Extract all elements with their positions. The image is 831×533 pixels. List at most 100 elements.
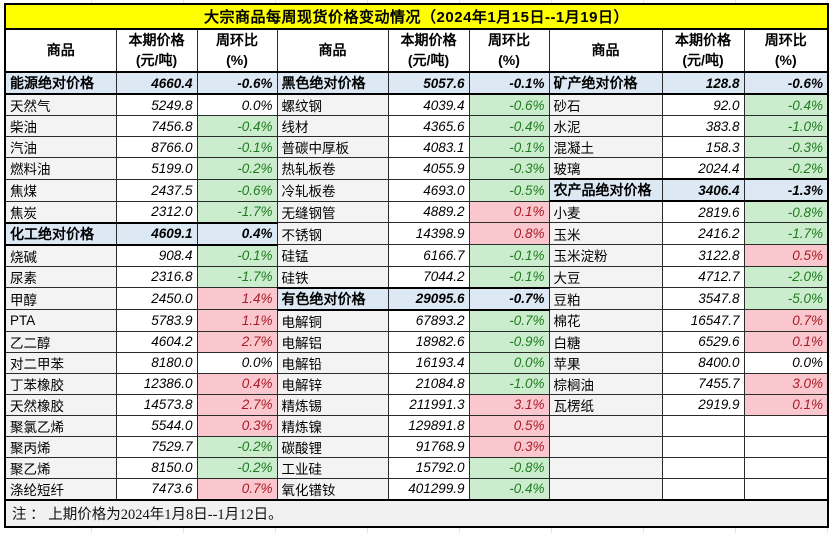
commodity-wow-cell: -0.1%	[468, 265, 550, 289]
commodity-price-cell: 5199.0	[115, 157, 198, 180]
footnote-row: 注 ： 上期价格为2024年1月8日--1月12日。	[4, 498, 829, 528]
commodity-wow-cell: -0.4%	[468, 477, 550, 501]
commodity-price-cell: 383.8	[661, 115, 745, 138]
commodity-price-cell: 7044.2	[387, 265, 470, 289]
commodity-name-cell	[548, 456, 663, 479]
header-wow-unit: (%)	[226, 51, 248, 68]
table-row: 能源绝对价格 4660.4 -0.6% 黑色绝对价格 5057.6 -0.1% …	[4, 71, 829, 96]
commodity-wow-cell: -0.1%	[196, 136, 278, 159]
commodity-price-cell: 6166.7	[387, 244, 470, 267]
commodity-name-cell: 丁苯橡胶	[4, 372, 117, 395]
commodity-wow-cell: -0.6%	[743, 71, 829, 96]
header-wow: 周环比 (%)	[743, 28, 829, 73]
table-row: 燃料油 5199.0 -0.2% 热轧板卷 4055.9 -0.3% 玻璃 20…	[4, 157, 829, 180]
commodity-name-cell: 化工绝对价格	[4, 221, 117, 246]
commodity-name-cell: PTA	[4, 309, 117, 332]
commodity-price-cell: 8400.0	[661, 351, 745, 374]
commodity-name-cell: 硅铁	[276, 265, 389, 289]
commodity-wow-cell: -0.7%	[468, 309, 550, 332]
header-wow-unit: (%)	[774, 51, 797, 68]
header-price-unit: (元/吨)	[135, 51, 178, 68]
commodity-wow-cell: 0.1%	[468, 200, 550, 224]
commodity-wow-cell: 0.0%	[468, 351, 550, 374]
commodity-name-cell: 精炼镍	[276, 414, 389, 437]
table-row: 聚丙烯 7529.7 -0.2% 碳酸锂 91768.9 0.3%	[4, 435, 829, 458]
commodity-wow-cell: 0.4%	[196, 372, 278, 395]
table-row: 化工绝对价格 4609.1 0.4% 不锈钢 14398.9 0.8% 玉米 2…	[4, 221, 829, 246]
commodity-name-cell: 聚氯乙烯	[4, 414, 117, 437]
commodity-wow-cell: -0.4%	[743, 93, 829, 117]
commodity-name-cell: 不锈钢	[276, 222, 389, 246]
table-row: 焦炭 2312.0 -1.7% 无缝钢管 4889.2 0.1% 小麦 2819…	[4, 200, 829, 224]
commodity-wow-cell: 2.7%	[196, 393, 278, 416]
commodity-price-cell: 8766.0	[115, 136, 198, 159]
commodity-name-cell: 焦炭	[4, 200, 117, 224]
commodity-price-cell: 16547.7	[661, 309, 745, 332]
commodity-name-cell: 农产品绝对价格	[548, 178, 663, 203]
commodity-price-cell: 2819.6	[661, 200, 745, 224]
commodity-name-cell: 聚乙烯	[4, 456, 117, 479]
commodity-price-cell: 21084.8	[387, 372, 470, 395]
commodity-name-cell: 柴油	[4, 115, 117, 138]
header-commodity: 商品	[4, 28, 117, 73]
commodity-price-cell: 908.4	[115, 244, 198, 267]
commodity-wow-cell: -0.4%	[196, 115, 278, 138]
commodity-wow-cell: -0.1%	[468, 244, 550, 267]
commodity-wow-cell	[743, 435, 829, 458]
table-row: 甲醇 2450.0 1.4% 有色绝对价格 29095.6 -0.7% 豆粕 3…	[4, 286, 829, 311]
commodity-price-cell: 18982.6	[387, 330, 470, 353]
commodity-wow-cell: 3.0%	[743, 372, 829, 395]
commodity-name-cell: 白糖	[548, 330, 663, 353]
commodity-name-cell: 燃料油	[4, 157, 117, 180]
commodity-price-cell	[661, 477, 745, 501]
commodity-price-cell: 2312.0	[115, 200, 198, 224]
commodity-wow-cell: -2.0%	[743, 265, 829, 289]
commodity-wow-cell: 1.1%	[196, 309, 278, 332]
commodity-price-cell: 14398.9	[387, 222, 470, 246]
header-price-label: 本期价格	[675, 32, 731, 48]
commodity-name-cell: 大豆	[548, 265, 663, 289]
commodity-price-cell: 4712.7	[661, 265, 745, 289]
commodity-name-cell: 对二甲苯	[4, 351, 117, 374]
commodity-price-cell: 158.3	[661, 136, 745, 159]
commodity-wow-cell	[743, 456, 829, 479]
commodity-price-cell: 5783.9	[115, 309, 198, 332]
commodity-wow-cell: -0.6%	[196, 71, 278, 96]
commodity-wow-cell: 0.0%	[743, 351, 829, 374]
commodity-name-cell: 电解铝	[276, 330, 389, 353]
commodity-name-cell: 无缝钢管	[276, 200, 389, 224]
commodity-name-cell: 黑色绝对价格	[276, 71, 389, 96]
commodity-price-cell: 4055.9	[387, 157, 470, 180]
commodity-price-cell: 92.0	[661, 93, 745, 117]
commodity-wow-cell: 0.3%	[196, 414, 278, 437]
commodity-wow-cell: -0.2%	[196, 157, 278, 180]
commodity-wow-cell: -0.3%	[743, 136, 829, 159]
commodity-wow-cell: -0.5%	[468, 178, 550, 202]
table-row: 柴油 7456.8 -0.4% 线材 4365.6 -0.4% 水泥 383.8…	[4, 115, 829, 138]
commodity-wow-cell: -0.3%	[468, 157, 550, 180]
commodity-name-cell: 天然橡胶	[4, 393, 117, 416]
commodity-name-cell: 聚丙烯	[4, 435, 117, 458]
header-row: 商品 本期价格 (元/吨) 周环比 (%) 商品 本期价格 (元/吨) 周环比 (%) …	[4, 28, 829, 73]
commodity-name-cell: 玉米	[548, 222, 663, 246]
commodity-name-cell: 碳酸锂	[276, 435, 389, 458]
commodity-price-cell: 67893.2	[387, 309, 470, 332]
commodity-name-cell: 棕榈油	[548, 372, 663, 395]
commodity-wow-cell: -0.1%	[468, 71, 550, 96]
commodity-name-cell	[548, 477, 663, 501]
commodity-name-cell: 天然气	[4, 93, 117, 117]
header-price-label: 本期价格	[400, 32, 457, 48]
commodity-name-cell: 豆粕	[548, 287, 663, 311]
commodity-price-cell: 7529.7	[115, 435, 198, 458]
commodity-name-cell: 砂石	[548, 93, 663, 117]
commodity-wow-cell: -0.1%	[468, 136, 550, 159]
commodity-name-cell: 电解锌	[276, 372, 389, 395]
table-row: 丁苯橡胶 12386.0 0.4% 电解锌 21084.8 -1.0% 棕榈油 …	[4, 372, 829, 395]
commodity-wow-cell: 0.1%	[743, 330, 829, 353]
commodity-price-cell	[661, 414, 745, 437]
commodity-price-cell: 2450.0	[115, 287, 198, 311]
commodity-price-cell: 12386.0	[115, 372, 198, 395]
commodity-name-cell: 螺纹钢	[276, 93, 389, 117]
commodity-name-cell: 汽油	[4, 136, 117, 159]
commodity-name-cell: 精炼锡	[276, 393, 389, 416]
